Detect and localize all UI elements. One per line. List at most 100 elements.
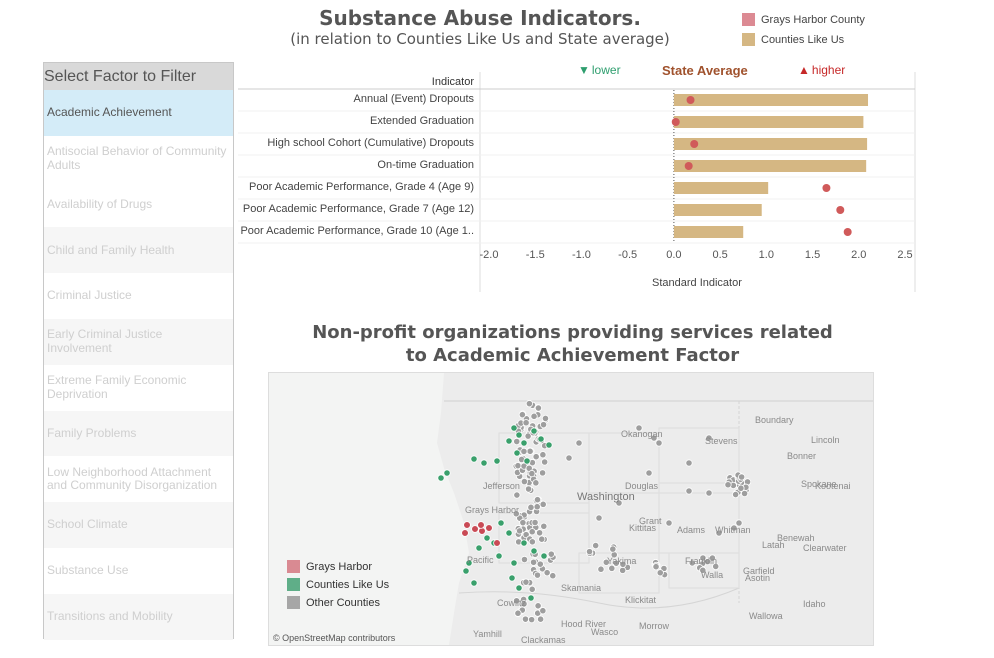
other-county-org[interactable] — [592, 541, 600, 550]
other-county-org[interactable] — [536, 560, 544, 568]
other-county-org[interactable] — [519, 519, 527, 527]
other-county-org[interactable] — [652, 563, 660, 571]
filter-item-early-criminal-justice[interactable]: Early Criminal Justice Involvement — [44, 318, 233, 365]
other-county-org[interactable] — [735, 519, 743, 527]
other-county-org[interactable] — [655, 439, 663, 447]
other-county-org[interactable] — [527, 503, 535, 511]
legend-item-grays-harbor[interactable]: Grays Harbor County — [742, 13, 865, 26]
filter-item-low-neighborhood[interactable]: Low Neighborhood Attachment and Communit… — [47, 464, 218, 493]
other-county-org[interactable] — [705, 434, 713, 442]
grays-harbor-point[interactable] — [843, 228, 852, 236]
counties-like-us-bar[interactable] — [673, 94, 869, 106]
counties-like-us-org[interactable] — [540, 552, 548, 560]
other-county-org[interactable] — [539, 451, 547, 459]
other-county-org[interactable] — [529, 558, 538, 566]
other-county-org[interactable] — [539, 607, 547, 615]
other-county-org[interactable] — [532, 453, 540, 461]
filter-item-criminal-justice[interactable]: Criminal Justice — [47, 288, 132, 303]
other-county-org[interactable] — [520, 555, 529, 564]
other-county-org[interactable] — [528, 616, 536, 624]
other-county-org[interactable] — [533, 503, 541, 511]
grays-harbor-org[interactable] — [477, 521, 485, 529]
counties-like-us-org[interactable] — [510, 424, 518, 432]
other-county-org[interactable] — [608, 564, 616, 572]
other-county-org[interactable] — [538, 535, 546, 543]
other-county-org[interactable] — [612, 559, 620, 567]
other-county-org[interactable] — [533, 496, 542, 504]
other-county-org[interactable] — [514, 462, 522, 470]
other-county-org[interactable] — [703, 558, 712, 566]
other-county-org[interactable] — [615, 499, 623, 507]
counties-like-us-bar[interactable] — [673, 226, 744, 238]
other-county-org[interactable] — [635, 424, 643, 432]
other-county-org[interactable] — [541, 414, 550, 423]
other-county-org[interactable] — [522, 419, 530, 427]
other-county-org[interactable] — [520, 477, 528, 486]
counties-like-us-bar[interactable] — [673, 116, 864, 128]
other-county-org[interactable] — [525, 400, 533, 408]
other-county-org[interactable] — [609, 545, 617, 553]
other-county-org[interactable] — [738, 473, 746, 481]
counties-like-us-org[interactable] — [523, 457, 531, 465]
other-county-org[interactable] — [521, 615, 530, 623]
counties-like-us-org[interactable] — [480, 459, 488, 467]
legend-item-counties-like-us[interactable]: Counties Like Us — [742, 33, 844, 46]
other-county-org[interactable] — [526, 447, 534, 455]
other-county-org[interactable] — [518, 411, 526, 419]
other-county-org[interactable] — [534, 602, 542, 610]
other-county-org[interactable] — [522, 578, 530, 586]
other-county-org[interactable] — [732, 490, 740, 499]
other-county-org[interactable] — [528, 538, 536, 546]
other-county-org[interactable] — [650, 434, 658, 442]
filter-item-transitions-mobility[interactable]: Transitions and Mobility — [44, 593, 233, 640]
other-county-org[interactable] — [737, 484, 745, 492]
other-county-org[interactable] — [543, 569, 551, 577]
counties-like-us-bar[interactable] — [673, 204, 762, 216]
other-county-org[interactable] — [712, 562, 720, 571]
counties-like-us-org[interactable] — [505, 529, 513, 537]
other-county-org[interactable] — [724, 481, 732, 489]
counties-like-us-org[interactable] — [530, 427, 538, 435]
map-legend-other-counties[interactable]: Other Counties — [287, 596, 380, 609]
other-county-org[interactable] — [513, 491, 521, 499]
counties-like-us-org[interactable] — [483, 534, 491, 542]
grays-harbor-point[interactable] — [836, 206, 845, 214]
counties-like-us-org[interactable] — [505, 437, 513, 445]
filter-item-family-problems[interactable]: Family Problems — [44, 410, 233, 457]
other-county-org[interactable] — [541, 458, 549, 466]
other-county-org[interactable] — [536, 529, 544, 537]
filter-item-child-family-health[interactable]: Child and Family Health — [44, 227, 233, 274]
grays-harbor-org[interactable] — [471, 525, 479, 533]
counties-like-us-org[interactable] — [537, 435, 545, 443]
other-county-org[interactable] — [534, 404, 543, 412]
other-county-org[interactable] — [539, 500, 547, 508]
other-county-org[interactable] — [524, 432, 532, 440]
other-county-org[interactable] — [705, 489, 713, 497]
other-county-org[interactable] — [699, 566, 707, 574]
grays-harbor-org[interactable] — [461, 529, 469, 537]
organizations-map[interactable]: Washington Okanogan Stevens Boundary Lincoln… — [268, 372, 874, 646]
counties-like-us-org[interactable] — [462, 567, 470, 575]
other-county-org[interactable] — [533, 571, 542, 579]
counties-like-us-org[interactable] — [497, 519, 505, 527]
other-county-org[interactable] — [520, 447, 528, 456]
map-legend-grays-harbor[interactable]: Grays Harbor — [287, 560, 372, 573]
other-county-org[interactable] — [532, 479, 540, 487]
other-county-org[interactable] — [685, 487, 693, 495]
grays-harbor-point[interactable] — [690, 140, 699, 148]
map-legend-counties-like-us[interactable]: Counties Like Us — [287, 578, 389, 591]
other-county-org[interactable] — [538, 469, 547, 477]
counties-like-us-org[interactable] — [470, 455, 478, 463]
other-county-org[interactable] — [708, 554, 717, 562]
grays-harbor-point[interactable] — [684, 162, 693, 170]
other-county-org[interactable] — [512, 510, 520, 518]
other-county-org[interactable] — [688, 559, 696, 567]
filter-item-availability-of-drugs[interactable]: Availability of Drugs — [47, 196, 153, 211]
filter-item-extreme-family-economic[interactable]: Extreme Family Economic Deprivation — [47, 373, 187, 401]
other-county-org[interactable] — [685, 459, 693, 467]
counties-like-us-org[interactable] — [475, 544, 483, 552]
filter-item-substance-use[interactable]: Substance Use — [47, 563, 129, 578]
counties-like-us-org[interactable] — [527, 594, 535, 602]
other-county-org[interactable] — [549, 572, 557, 580]
filter-item-antisocial-behavior[interactable]: Antisocial Behavior of Community Adults — [47, 144, 227, 172]
